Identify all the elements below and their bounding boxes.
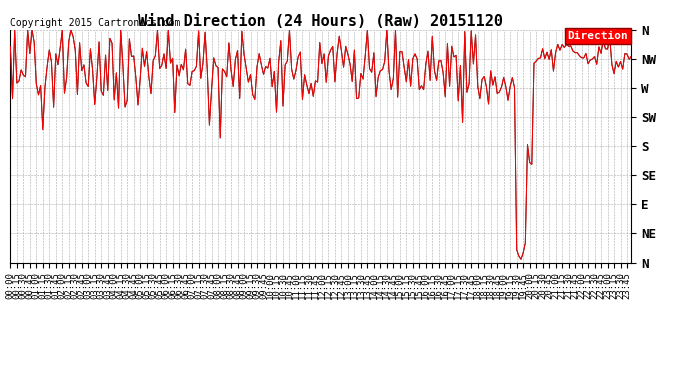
- Text: Direction: Direction: [567, 31, 628, 41]
- Title: Wind Direction (24 Hours) (Raw) 20151120: Wind Direction (24 Hours) (Raw) 20151120: [139, 14, 503, 29]
- Text: Copyright 2015 Cartronics.com: Copyright 2015 Cartronics.com: [10, 18, 181, 28]
